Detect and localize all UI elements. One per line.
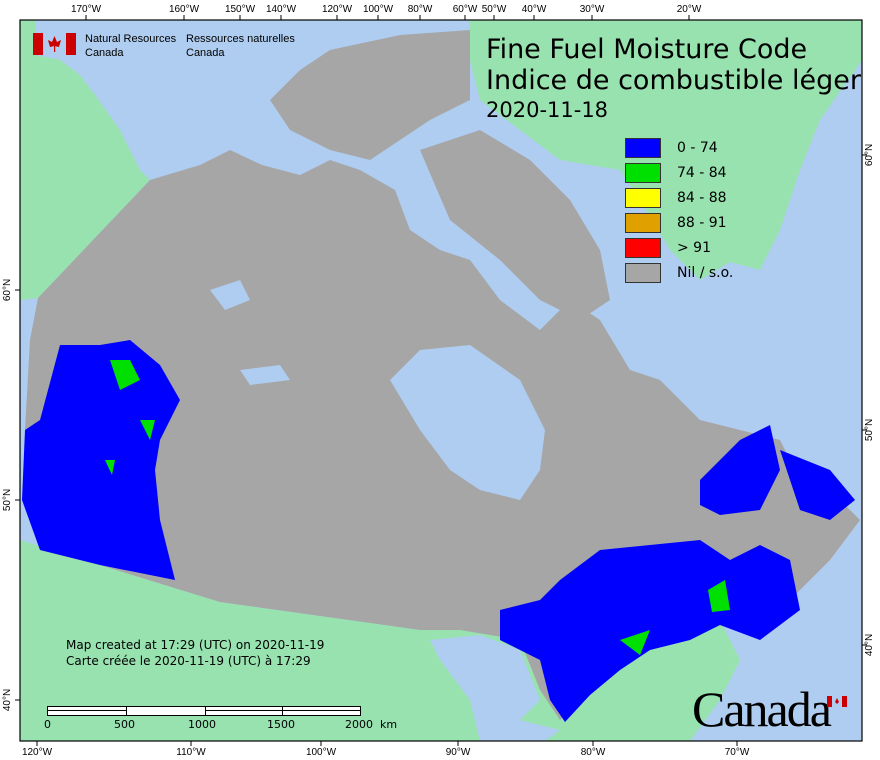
top-tick-label: 170°W [71, 4, 102, 15]
right-tick-label: 40°N [864, 634, 875, 656]
legend-label: 74 - 84 [677, 164, 727, 181]
great-slave-lake [240, 365, 290, 385]
top-tick-label: 120°W [322, 4, 353, 15]
scale-label: 500 [114, 718, 135, 731]
scale-label: 0 [44, 718, 51, 731]
legend-swatch [625, 162, 661, 183]
legend-swatch [625, 137, 661, 158]
legend-label: 88 - 91 [677, 214, 727, 231]
map-frame [19, 19, 863, 742]
top-tick-label: 20°W [677, 4, 702, 15]
legend-label: 0 - 74 [677, 139, 718, 156]
legend: 0 - 74 74 - 84 84 - 88 88 - 91 > 91 Nil … [625, 135, 733, 285]
labrador-0-74 [700, 425, 780, 515]
bottom-tick-label: 120°W [22, 747, 53, 758]
graticule-ticks: 170°W 160°W 150°W 140°W 120°W 100°W 80°W 60°W 50… [2, 4, 875, 758]
top-tick-label: 60°W [453, 4, 478, 15]
scale-label: 1000 [188, 718, 216, 731]
great-lakes [430, 635, 560, 741]
legend-item: 74 - 84 [625, 160, 733, 185]
legend-swatch [625, 187, 661, 208]
legend-swatch [625, 237, 661, 258]
wordmark-flag-icon [827, 692, 847, 707]
left-tick-label: 50°N [2, 489, 13, 511]
top-tick-label: 40°W [522, 4, 547, 15]
canada-flag-icon [33, 33, 76, 55]
top-tick-label: 80°W [408, 4, 433, 15]
bottom-tick-label: 90°W [446, 747, 471, 758]
great-bear-lake [210, 280, 250, 310]
legend-item: > 91 [625, 235, 733, 260]
map-date: 2020-11-18 [486, 98, 609, 122]
bottom-tick-label: 110°W [176, 747, 206, 758]
legend-swatch [625, 212, 661, 233]
hudson-bay [390, 345, 545, 500]
title-fr: Indice de combustible léger [486, 65, 861, 96]
title-en: Fine Fuel Moisture Code [486, 34, 808, 65]
bottom-tick-label: 70°W [725, 747, 750, 758]
arctic-islands [270, 30, 470, 160]
alaska-land [20, 20, 150, 300]
top-tick-label: 140°W [266, 4, 297, 15]
credit-fr: Carte créée le 2020-11-19 (UTC) à 17:29 [66, 654, 311, 668]
greenland-land [470, 20, 862, 280]
legend-item: 84 - 88 [625, 185, 733, 210]
canada-wordmark: Canada [692, 681, 832, 737]
agency-name-en: Natural Resources Canada [85, 33, 177, 59]
bottom-tick-label: 100°W [306, 747, 337, 758]
iceland-land [795, 22, 835, 40]
credit-en: Map created at 17:29 (UTC) on 2020-11-19 [66, 638, 325, 652]
legend-swatch [625, 262, 661, 283]
scale-bar [47, 706, 361, 716]
newfoundland-0-74 [780, 450, 855, 520]
right-tick-label: 50°N [864, 419, 875, 441]
top-tick-label: 150°W [225, 4, 256, 15]
legend-item: 88 - 91 [625, 210, 733, 235]
legend-label: > 91 [677, 239, 711, 256]
top-tick-label: 100°W [363, 4, 394, 15]
baffin-island [420, 130, 610, 320]
top-tick-label: 160°W [169, 4, 200, 15]
left-tick-label: 60°N [2, 279, 13, 301]
map-credit: Map created at 17:29 (UTC) on 2020-11-19… [66, 637, 324, 669]
legend-item: 0 - 74 [625, 135, 733, 160]
right-tick-label: 60°N [864, 144, 875, 166]
scale-label: 2000 km [345, 718, 398, 731]
legend-label: Nil / s.o. [677, 264, 734, 281]
bottom-tick-label: 80°W [581, 747, 606, 758]
scale-label: 1500 [267, 718, 295, 731]
top-tick-label: 50°W [482, 4, 507, 15]
fire-zone-west-74-84 [105, 360, 155, 475]
agency-name-fr: Ressources naturelles Canada [186, 33, 295, 59]
usa-land [20, 540, 740, 741]
top-tick-label: 30°W [580, 4, 605, 15]
fire-zone-west-0-74 [22, 340, 180, 580]
legend-item: Nil / s.o. [625, 260, 733, 285]
fire-zone-east-74-84 [620, 580, 730, 655]
legend-label: 84 - 88 [677, 189, 727, 206]
map-title: Fine Fuel Moisture Code Indice de combus… [486, 34, 861, 96]
left-tick-label: 40°N [2, 689, 13, 711]
